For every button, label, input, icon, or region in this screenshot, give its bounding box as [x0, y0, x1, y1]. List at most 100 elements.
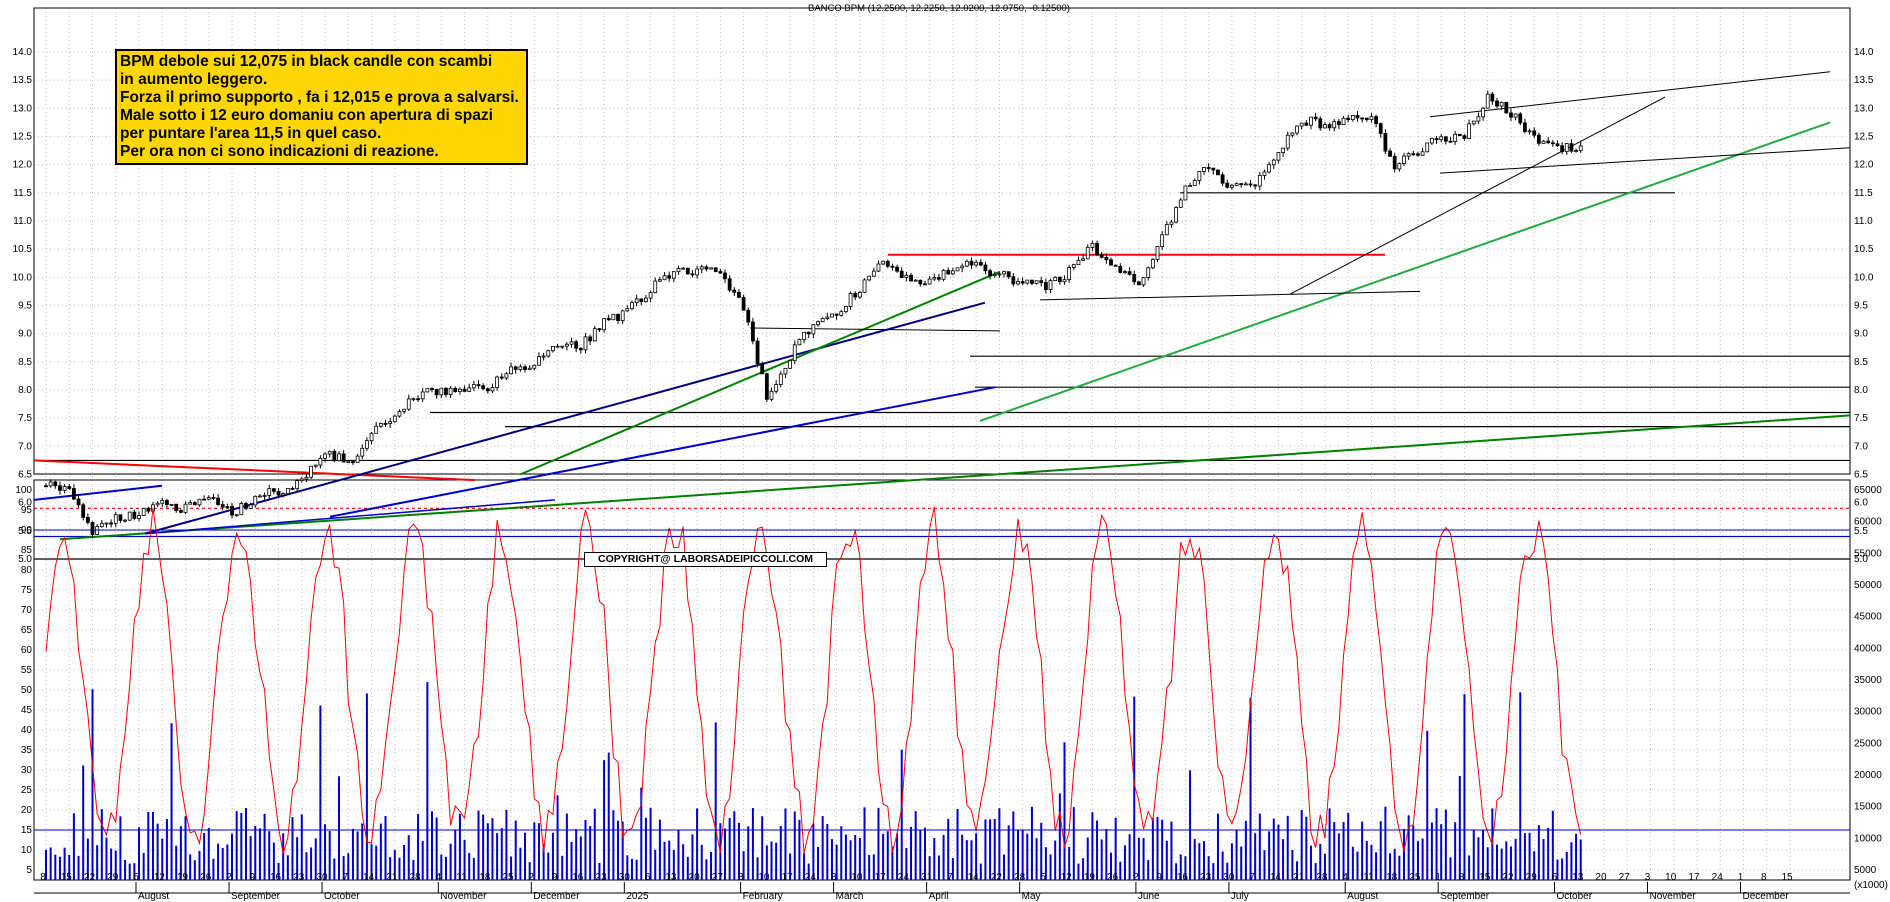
candle-body: [1150, 259, 1155, 269]
volume-bar: [663, 841, 666, 880]
volume-bar: [184, 816, 187, 880]
candle-body: [509, 366, 513, 375]
volume-bar: [817, 846, 820, 880]
candle-body: [1411, 153, 1416, 156]
volume-bar: [68, 854, 71, 880]
volume-bar: [654, 849, 657, 880]
volume-bar: [593, 808, 596, 880]
candle-body: [1081, 258, 1085, 261]
candle-body: [1030, 279, 1034, 284]
candle-body: [848, 293, 853, 307]
volume-bar: [1198, 843, 1201, 880]
volume-bar: [389, 857, 392, 880]
indicator-tick-label: 60: [21, 645, 33, 656]
volume-bar: [533, 822, 536, 880]
day-tick-label: 23: [1200, 872, 1212, 883]
candle-body: [1346, 117, 1351, 120]
candle-body: [430, 388, 434, 390]
volume-bar: [793, 811, 796, 880]
annotation-line: in aumento leggero.: [120, 71, 268, 88]
day-tick-label: 26: [200, 872, 212, 883]
volume-bar: [1509, 846, 1512, 880]
volume-bar: [728, 818, 731, 880]
candle-body: [988, 270, 992, 277]
candle-body: [1178, 199, 1183, 208]
day-tick-label: 28: [1316, 872, 1328, 883]
candle-body: [188, 502, 193, 505]
candle-body: [355, 455, 360, 463]
price-tick-label-right: 9.0: [1854, 329, 1868, 340]
volume-bar: [1449, 857, 1452, 880]
panel-frames: [33, 7, 1851, 894]
candle-body: [699, 266, 704, 270]
day-tick-label: 3: [1645, 872, 1651, 883]
volume-bar: [1547, 827, 1550, 880]
volume-bar: [351, 828, 354, 880]
indicator-tick-label: 10: [21, 845, 33, 856]
trendline: [33, 459, 476, 482]
candle-body: [1513, 113, 1518, 118]
volume-bar: [263, 813, 266, 880]
candle-body: [304, 476, 309, 480]
candle-body: [1011, 276, 1016, 285]
volume-bar: [1579, 839, 1582, 880]
volume-bar: [858, 838, 861, 880]
volume-bar: [524, 832, 527, 880]
price-tick-label-right: 7.0: [1854, 441, 1868, 452]
day-tick-label: 9: [552, 872, 558, 883]
volume-bar: [454, 829, 457, 880]
month-label: November: [1649, 891, 1696, 902]
candle-body: [281, 493, 286, 496]
candle-body: [95, 526, 100, 535]
candle-body: [1406, 153, 1411, 157]
day-tick-label: 26: [1107, 872, 1119, 883]
volume-tick-label: 40000: [1854, 643, 1882, 654]
volume-bar: [1444, 809, 1447, 880]
candle-body: [309, 465, 313, 478]
indicator-tick-label: 35: [21, 745, 33, 756]
price-tick-label-right: 14.0: [1854, 47, 1874, 58]
volume-bar: [1216, 813, 1219, 880]
volume-bar: [310, 847, 313, 880]
volume-bar: [82, 765, 85, 880]
day-tick-label: 28: [409, 872, 421, 883]
day-tick-label: 15: [61, 872, 73, 883]
indicator-panel-frame: [33, 479, 1851, 881]
volume-bar: [1570, 842, 1573, 880]
volume-bar: [384, 816, 387, 880]
candle-body: [751, 321, 755, 342]
indicator-tick-label: 85: [21, 545, 33, 556]
volume-bar: [1277, 824, 1280, 880]
candle-body: [927, 278, 932, 285]
volume-bar: [356, 831, 359, 880]
volume-bar: [1402, 828, 1405, 880]
volume-bar: [1314, 863, 1317, 880]
candle-body: [532, 364, 537, 369]
candle-body: [681, 267, 686, 270]
price-tick-label-left: 13.0: [13, 103, 33, 114]
volume-bar: [286, 855, 289, 880]
volume-bar: [1365, 841, 1368, 880]
candle-body: [732, 289, 737, 293]
volume-bar: [1500, 848, 1503, 880]
trendline: [329, 386, 996, 518]
indicator-tick-label: 100: [15, 485, 32, 496]
candle-body: [174, 503, 179, 511]
volume-bar: [128, 863, 131, 880]
candle-body: [230, 506, 234, 516]
volume-bar: [1305, 816, 1308, 880]
month-label: September: [231, 891, 281, 902]
candle-body: [127, 511, 132, 521]
volume-bar: [1561, 858, 1564, 880]
volume-bar: [468, 853, 471, 880]
axes: 5.0 5.0 5.5 5.5 6.0 6.0 6.5 6.5 7.0 7.0 7.5 7.5 8.0 8…: [13, 47, 1888, 902]
volume-bar: [956, 809, 959, 880]
volume-bar: [458, 813, 461, 880]
candle-body: [1564, 143, 1569, 153]
day-tick-label: 30: [316, 872, 328, 883]
volume-bar: [789, 853, 792, 880]
candle-body: [1397, 163, 1402, 170]
candle-body: [1034, 280, 1039, 284]
candle-body: [1304, 122, 1309, 126]
day-tick-label: 10: [758, 872, 770, 883]
